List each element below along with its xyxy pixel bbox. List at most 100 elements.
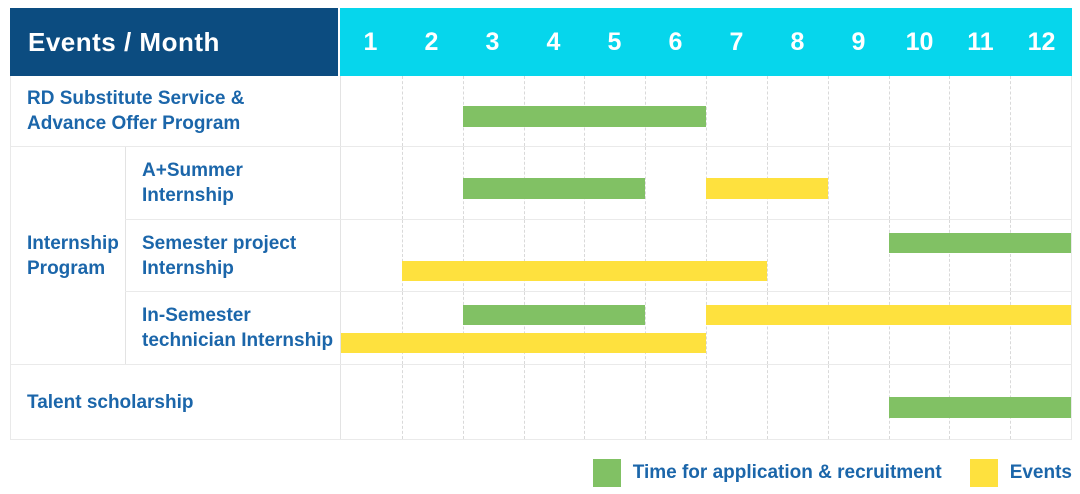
legend-item-application: Time for application & recruitment <box>592 459 942 487</box>
chart-cell <box>340 292 1071 365</box>
month-gridline <box>523 365 525 439</box>
month-gridline <box>645 147 647 219</box>
green-swatch-icon <box>592 459 621 487</box>
label-line: Program <box>27 257 106 279</box>
month-gridline <box>1010 76 1012 146</box>
label-line: technician Internship <box>142 330 334 352</box>
month-gridline <box>888 76 890 146</box>
header-row: Events / Month 1 2 3 4 5 6 7 8 9 10 11 12 <box>10 8 1072 76</box>
event-row: Talent scholarship <box>11 365 1071 440</box>
month-gridline <box>827 147 829 219</box>
month-header-cell: 12 <box>1027 27 1056 56</box>
month-header-cell: 7 <box>729 27 744 56</box>
month-gridline <box>401 147 403 219</box>
month-gridline <box>401 292 403 365</box>
label-line: Advance Offer Program <box>27 113 241 134</box>
month-header-cell: 9 <box>851 27 866 56</box>
schedule-table: Events / Month 1 2 3 4 5 6 7 8 9 10 11 12 RD Substi… <box>10 8 1072 440</box>
gantt-bar-event <box>401 260 767 281</box>
month-gridline <box>645 365 647 439</box>
legend-item-events: Events <box>969 459 1072 487</box>
month-gridline <box>888 147 890 219</box>
month-header-cell: 6 <box>668 27 683 56</box>
gantt-bar-application <box>462 178 646 199</box>
month-gridline <box>949 76 951 146</box>
label-line: Internship <box>142 184 234 206</box>
table-body: RD Substitute Service & Advance Offer Pro… <box>10 76 1072 440</box>
month-gridline <box>1010 219 1012 292</box>
month-gridline <box>645 292 647 365</box>
group-section: Internship Program A+Summer Internship Semes… <box>11 147 1071 365</box>
month-gridline <box>827 292 829 365</box>
group-rows: A+Summer Internship Semester project Intern… <box>125 147 1071 365</box>
chart-cell <box>340 365 1071 439</box>
gantt-bar-application <box>888 232 1071 253</box>
month-gridline <box>949 147 951 219</box>
legend-label-application: Time for application & recruitment <box>632 462 942 483</box>
label-line: In-Semester <box>142 305 251 327</box>
month-gridline <box>706 219 707 292</box>
month-gridline <box>766 219 768 292</box>
row-label: RD Substitute Service & Advance Offer Pro… <box>11 76 340 146</box>
month-gridline <box>888 292 890 365</box>
event-row: RD Substitute Service & Advance Offer Pro… <box>11 76 1071 147</box>
month-gridline <box>401 365 403 439</box>
month-gridline <box>827 76 829 146</box>
row-label: Semester project Internship <box>125 219 340 292</box>
gantt-bar-application <box>462 305 646 326</box>
label-line: RD Substitute Service & <box>27 88 245 109</box>
chart-cell <box>340 219 1071 292</box>
row-label: In-Semester technician Internship <box>125 292 340 365</box>
month-gridline <box>888 219 890 292</box>
legend: Time for application & recruitment Event… <box>592 459 1072 487</box>
month-gridline <box>1010 292 1012 365</box>
month-gridline <box>706 76 707 146</box>
month-gridline <box>766 292 768 365</box>
label-line: Semester project <box>142 232 297 254</box>
month-header-cell: 5 <box>607 27 622 56</box>
month-gridline <box>523 219 525 292</box>
month-gridline <box>523 292 525 365</box>
month-gridline <box>827 365 829 439</box>
month-gridline <box>401 219 403 292</box>
month-header-cell: 10 <box>905 27 934 56</box>
month-gridline <box>584 292 586 365</box>
month-gridline <box>584 219 586 292</box>
event-row: A+Summer Internship <box>125 147 1071 220</box>
month-gridline <box>766 365 768 439</box>
month-header-cell: 4 <box>546 27 561 56</box>
month-gridline <box>949 292 951 365</box>
month-header-cell: 1 <box>363 27 378 56</box>
event-row: In-Semester technician Internship <box>125 292 1071 365</box>
month-header-strip: 1 2 3 4 5 6 7 8 9 10 11 12 <box>340 8 1072 76</box>
group-label: Internship Program <box>11 147 125 364</box>
month-gridline <box>462 365 464 439</box>
month-gridline <box>645 219 647 292</box>
month-gridline <box>462 219 464 292</box>
month-gridline <box>766 76 768 146</box>
gantt-bar-application <box>888 397 1071 418</box>
month-header-cell: 11 <box>967 27 994 56</box>
month-gridline <box>706 365 707 439</box>
events-month-header: Events / Month <box>10 8 340 76</box>
month-gridline <box>949 219 951 292</box>
chart-cell <box>340 147 1071 219</box>
label-line: Internship <box>27 232 119 254</box>
gantt-bar-event <box>341 333 706 354</box>
month-gridline <box>401 76 403 146</box>
gantt-bar-application <box>462 106 706 127</box>
row-label: A+Summer Internship <box>125 147 340 219</box>
yellow-swatch-icon <box>969 459 998 487</box>
month-gridline <box>706 292 707 365</box>
legend-label-events: Events <box>1009 462 1072 483</box>
month-header-cell: 2 <box>424 27 439 56</box>
gantt-bar-event <box>706 305 1071 326</box>
chart-cell <box>340 76 1071 146</box>
label-line: Internship <box>142 257 234 279</box>
month-gridline <box>462 292 464 365</box>
label-line: Talent scholarship <box>27 391 194 413</box>
month-gridline <box>1010 147 1012 219</box>
month-header-cell: 3 <box>485 27 500 56</box>
month-gridline <box>827 219 829 292</box>
